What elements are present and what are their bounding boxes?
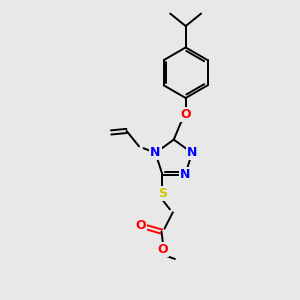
- Text: N: N: [180, 168, 190, 181]
- Text: N: N: [150, 146, 161, 159]
- Text: N: N: [187, 146, 197, 159]
- Text: O: O: [135, 219, 146, 232]
- Text: O: O: [180, 108, 191, 121]
- Text: S: S: [158, 188, 167, 200]
- Text: O: O: [158, 243, 168, 256]
